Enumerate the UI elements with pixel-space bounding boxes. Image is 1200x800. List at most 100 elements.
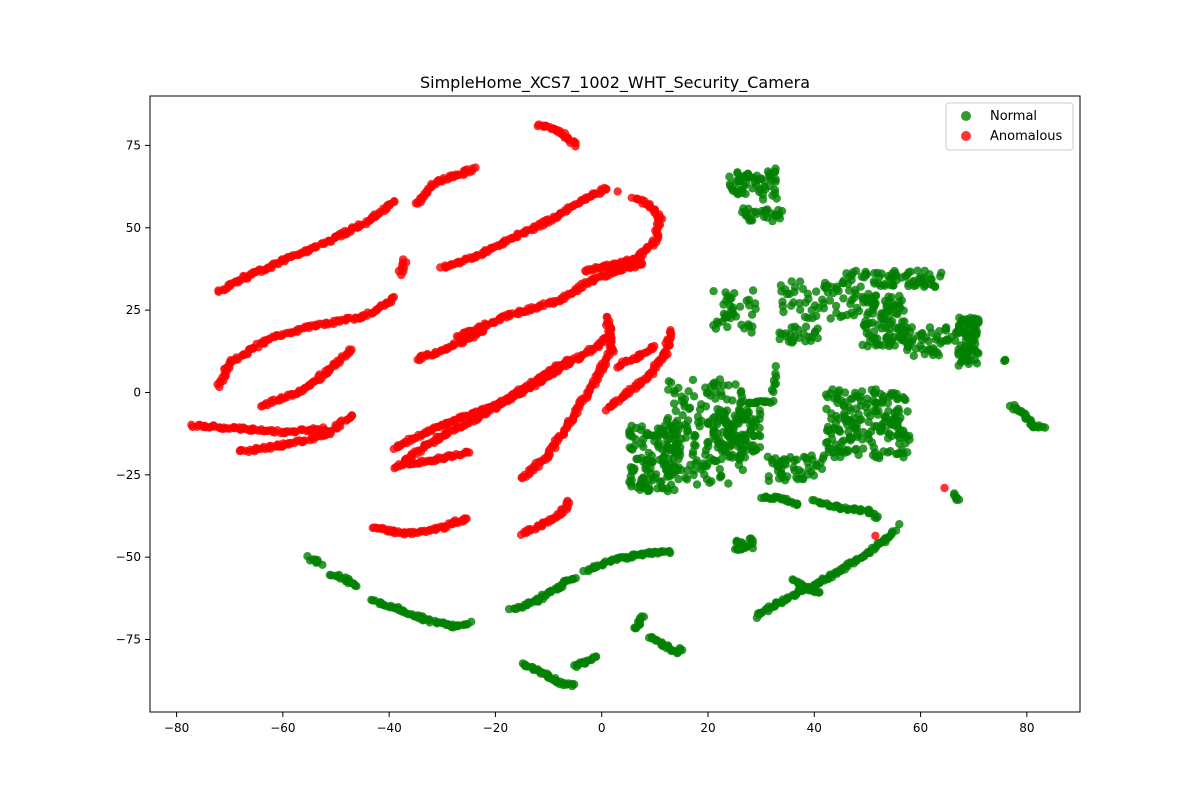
normal-point [735,405,744,414]
normal-point [677,392,686,401]
normal-point [625,426,634,435]
normal-point [807,451,816,460]
normal-point [719,440,728,449]
anomalous-point [637,260,647,269]
normal-point [647,451,656,460]
normal-point [639,474,648,483]
y-tick-label: 75 [126,138,141,152]
normal-point [688,375,698,385]
normal-point [664,547,674,557]
normal-point [902,271,912,280]
normal-point [741,189,750,199]
normal-point [733,184,742,193]
normal-point [702,389,712,398]
normal-point [739,436,749,445]
normal-point [653,424,663,433]
normal-point [747,310,757,319]
normal-point [807,306,816,315]
normal-point [937,268,946,277]
normal-point [678,411,687,420]
normal-point [725,295,734,304]
normal-point [352,582,361,591]
anomalous-point [602,312,611,322]
normal-point [914,331,923,340]
normal-point [572,662,581,672]
normal-point [777,470,786,479]
anomalous-point [650,341,659,351]
normal-point [796,305,805,314]
normal-point [787,338,797,347]
normal-point [648,458,657,467]
normal-point [626,479,635,488]
normal-point [725,172,734,181]
normal-point [846,433,855,443]
normal-point [684,387,693,396]
normal-point [823,393,832,402]
anomalous-point [871,531,880,540]
normal-point [671,406,680,416]
normal-point [832,282,842,291]
legend-marker-normal [961,111,971,121]
x-tick-label: 20 [700,721,715,735]
normal-point [864,430,873,439]
normal-point [731,380,740,389]
normal-point [813,324,822,333]
plot-frame [149,95,1081,713]
normal-point [864,308,873,317]
normal-point [872,398,881,408]
normal-point [887,390,896,400]
normal-point [731,312,741,321]
normal-point [861,267,870,277]
y-tick-label: −75 [116,633,141,647]
normal-point [691,431,700,440]
normal-point [467,617,476,626]
normal-point [735,302,745,311]
normal-point [670,389,679,398]
normal-point [648,431,657,440]
y-tick-label: 50 [126,221,141,235]
legend-label-normal: Normal [990,109,1037,124]
normal-point [666,459,675,469]
normal-point [704,437,713,447]
normal-point [895,439,904,448]
normal-point [831,301,841,311]
normal-point [742,179,751,188]
normal-point [818,295,827,304]
normal-point [831,419,840,428]
y-tick-label: −50 [116,550,141,564]
normal-point [695,405,705,414]
normal-point [886,420,896,429]
normal-point [870,279,879,288]
normal-point [798,284,808,294]
normal-point [642,430,651,440]
normal-point [931,335,941,344]
normal-point [741,209,750,218]
normal-point [752,445,761,455]
normal-point [737,450,746,459]
normal-point [856,282,865,291]
normal-point [895,520,904,529]
normal-point [890,408,899,417]
anomalous-point [571,142,580,151]
normal-point [790,331,800,341]
anomalous-point [471,163,480,172]
normal-point [706,382,715,391]
normal-point [839,401,849,410]
normal-point [709,321,718,330]
normal-point [713,381,722,390]
normal-point [875,454,884,463]
normal-point [899,393,908,402]
normal-point [681,433,690,442]
normal-point [709,455,718,465]
x-tick-label: 40 [807,721,822,735]
normal-point [824,426,833,436]
normal-point [702,475,712,484]
normal-point [871,291,880,301]
normal-point [852,430,862,439]
normal-point [795,277,805,286]
normal-point [904,279,913,288]
normal-point [867,385,876,395]
normal-point [676,443,685,452]
normal-point [819,304,829,313]
normal-point [858,435,867,444]
